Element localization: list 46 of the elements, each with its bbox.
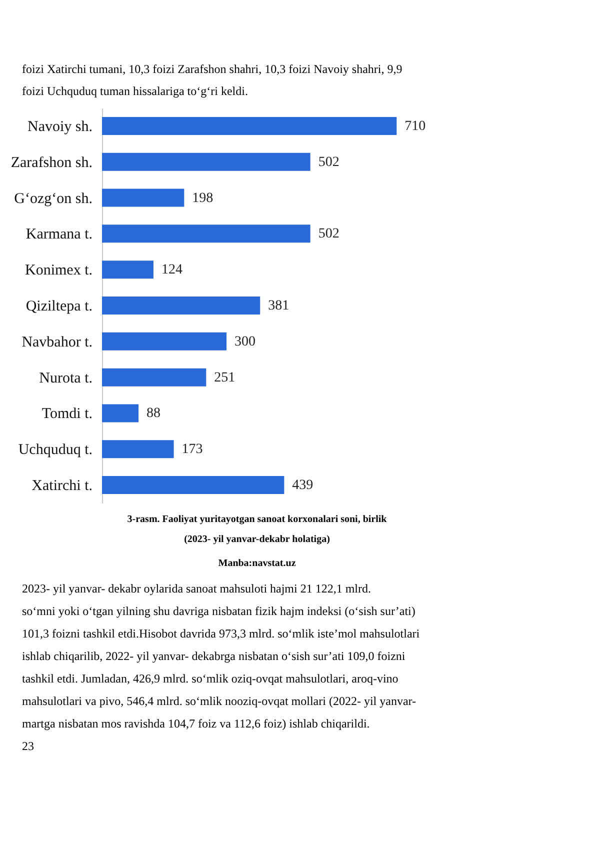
y-tick-label: Navoiy sh. [28,118,92,135]
text: Manba:navstat.uz [218,558,296,569]
text: so‘mni yoki o‘tgan yilning shu davriga nisbatan fizik hajm indeksi (o‘sish sur’ati) [22,604,416,618]
y-tick-label: Konimex t. [25,262,92,279]
y-tick-label: Xatirchi t. [32,478,92,494]
data-label: 173 [182,442,203,458]
y-tick-label: Navbahor t. [22,334,92,350]
text: 3-rasm. Faoliyat yuritayotgan sanoat korxonalari soni, birlik [127,514,388,525]
bar [102,224,310,243]
y-tick-label: Zarafshon sh. [10,154,92,171]
y-tick-label: G‘ozg‘on sh. [14,190,92,207]
data-label: 439 [292,478,314,494]
bar [102,368,206,386]
text: 23 [22,738,34,753]
bar [102,296,260,314]
bar [102,476,284,494]
bar [102,440,174,458]
y-tick-label: Nurota t. [39,370,92,386]
data-label: 251 [214,370,236,386]
bar [102,332,226,350]
text: mahsulotlari va pivo, 546,4 mlrd. so‘mlik nooziq-ovqat mollari (2022- yil yanvar- [22,694,416,708]
bar [102,116,397,135]
data-label: 88 [146,406,161,422]
text: tashkil etdi. Jumladan, 426,9 mlrd. so‘mlik oziq-ovqat mahsulotlari, aroq-vino [22,671,398,686]
bar [102,404,139,422]
data-label: 124 [161,262,182,278]
bar [102,152,310,171]
bar [102,188,184,207]
data-label: 502 [318,154,340,170]
y-tick-label: Qiziltepa t. [26,298,92,314]
bar [102,260,154,279]
text: ishlab chiqarilib, 2022- yil yanvar- dekabrga nisbatan o‘sish sur’ati 109,0 foizni [22,648,406,663]
y-tick-label: Karmana t. [26,226,92,243]
data-label: 300 [234,334,256,350]
text: foizi Xatirchi tumani, 10,3 foizi Zarafshon shahri, 10,3 foizi Navoiy shahri, 9,9 [22,62,402,76]
text: 101,3 foizni tashkil etdi.Hisobot davrida 973,3 mlrd. so‘mlik iste’mol mahsulotlari [22,626,420,640]
data-label: 710 [404,118,426,134]
y-tick-label: Uchquduq t. [18,442,92,458]
data-label: 502 [318,226,340,242]
data-label: 198 [192,190,214,206]
text: 2023- yil yanvar- dekabr oylarida sanoat mahsuloti hajmi 21 122,1 mlrd. [22,581,372,596]
y-tick-label: Tomdi t. [42,406,92,422]
text: (2023- yil yanvar-dekabr holatiga) [184,534,330,545]
text: martga nisbatan mos ravishda 104,7 foiz va 112,6 foiz) ishlab chiqarildi. [22,716,370,730]
data-label: 381 [268,298,290,314]
text: foizi Uchquduq tuman hissalariga to‘g‘ri keldi. [22,84,248,98]
